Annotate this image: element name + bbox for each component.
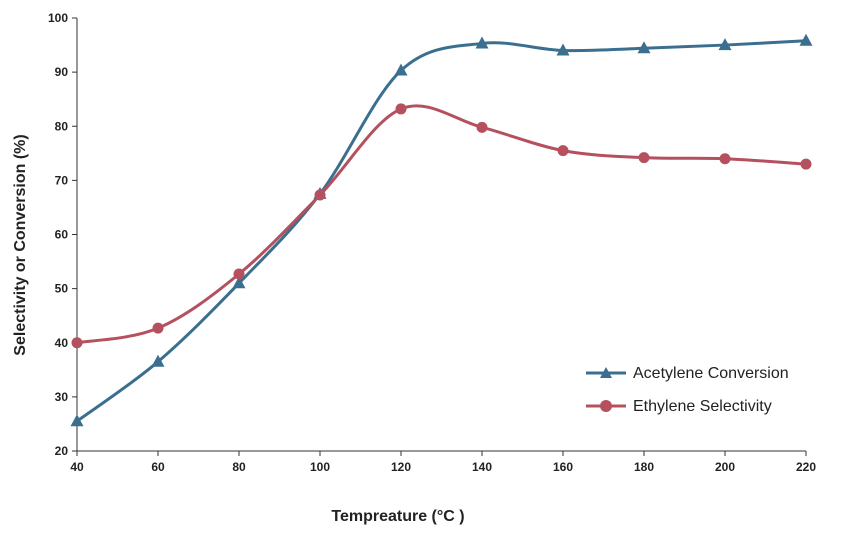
legend-marker-ethylene — [600, 400, 612, 412]
y-axis-title: Selectivity or Conversion (%) — [12, 134, 29, 355]
data-point-ethylene — [719, 153, 731, 165]
axes: 20 30 40 50 60 70 80 90 100 40 60 80 100 120 140 160 180… — [48, 11, 816, 474]
data-point-ethylene — [638, 152, 650, 164]
data-point-acetylene — [232, 276, 246, 289]
data-point-ethylene — [557, 145, 569, 157]
y-tick-label: 30 — [55, 390, 69, 404]
y-tick-label: 50 — [55, 282, 69, 296]
data-point-ethylene — [800, 158, 812, 170]
y-tick-label: 40 — [55, 336, 69, 350]
x-axis-title: Tempreature (°C ) — [331, 508, 464, 525]
x-tick-label: 100 — [310, 460, 330, 474]
x-tick-label: 180 — [634, 460, 654, 474]
data-point-ethylene — [233, 268, 245, 280]
legend-marker-acetylene — [600, 367, 612, 378]
data-point-acetylene — [394, 63, 408, 76]
data-point-ethylene — [476, 121, 488, 133]
legend-label-acetylene: Acetylene Conversion — [633, 365, 789, 382]
data-point-acetylene — [799, 33, 813, 46]
data-point-acetylene — [718, 38, 732, 51]
data-point-ethylene — [395, 103, 407, 115]
legend-label-ethylene: Ethylene Selectivity — [633, 398, 772, 415]
y-tick-label: 70 — [55, 173, 69, 187]
data-point-ethylene — [71, 337, 83, 349]
data-point-ethylene — [152, 322, 164, 334]
data-point-ethylene — [314, 189, 326, 201]
legend: Acetylene Conversion Ethylene Selectivit… — [586, 365, 789, 415]
x-tick-label: 140 — [472, 460, 492, 474]
x-tick-label: 160 — [553, 460, 573, 474]
x-tick-label: 40 — [70, 460, 84, 474]
y-tick-label: 90 — [55, 65, 69, 79]
data-point-acetylene — [70, 414, 84, 427]
data-point-acetylene — [475, 36, 489, 49]
y-tick-label: 100 — [48, 11, 68, 25]
x-tick-label: 120 — [391, 460, 411, 474]
series-layer — [70, 33, 813, 427]
series-line-1 — [76, 104, 807, 345]
x-tick-label: 220 — [796, 460, 816, 474]
y-tick-label: 20 — [55, 444, 69, 458]
data-point-acetylene — [637, 41, 651, 54]
y-tick-label: 60 — [55, 228, 69, 242]
y-tick-label: 80 — [55, 119, 69, 133]
x-tick-label: 200 — [715, 460, 735, 474]
series-line-0 — [76, 39, 807, 423]
x-tick-label: 60 — [151, 460, 165, 474]
x-tick-label: 80 — [232, 460, 246, 474]
data-point-acetylene — [556, 43, 570, 56]
data-point-acetylene — [151, 354, 165, 367]
